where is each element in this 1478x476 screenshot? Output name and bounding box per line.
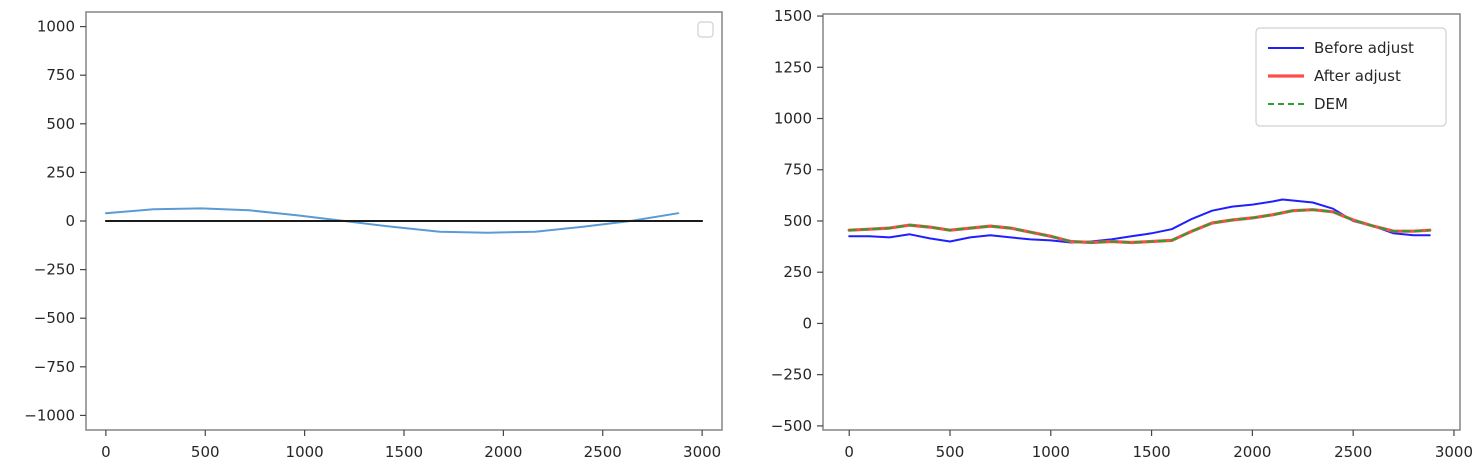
y-tick-label: −500	[771, 417, 812, 435]
legend-box	[1255, 27, 1447, 127]
legend-box	[697, 21, 714, 38]
x-tick-label: 1000	[286, 443, 324, 461]
y-tick-label: 1000	[774, 110, 812, 128]
x-tick-label: 1500	[1132, 443, 1170, 461]
y-tick-label: 500	[783, 212, 812, 230]
y-tick-label: 250	[783, 263, 812, 281]
x-tick-label: 500	[936, 443, 965, 461]
x-tick-label: 2000	[1233, 443, 1271, 461]
x-tick-label: 2000	[484, 443, 522, 461]
series-line-dem	[848, 208, 1431, 244]
x-tick-label: 3000	[683, 443, 721, 461]
legend-label: DEM	[1314, 95, 1348, 113]
y-tick-label: 1500	[774, 7, 812, 25]
legend-label: After adjust	[1314, 67, 1401, 85]
y-tick-label: 0	[65, 212, 75, 230]
y-tick-label: 750	[783, 161, 812, 179]
x-tick-label: 0	[101, 443, 111, 461]
x-tick-label: 1000	[1032, 443, 1070, 461]
x-tick-label: 2500	[1334, 443, 1372, 461]
series-line-before-adjust	[848, 198, 1431, 244]
y-tick-label: 250	[46, 163, 75, 181]
y-tick-label: 0	[802, 314, 812, 332]
legend-label: Before adjust	[1314, 39, 1414, 57]
x-tick-label: 1500	[385, 443, 423, 461]
y-tick-label: 750	[46, 66, 75, 84]
y-tick-label: −750	[34, 358, 75, 376]
y-tick-label: −250	[771, 366, 812, 384]
y-tick-label: −500	[34, 309, 75, 327]
y-tick-label: 1250	[774, 58, 812, 76]
y-tick-label: −250	[34, 261, 75, 279]
x-tick-label: 0	[844, 443, 854, 461]
y-tick-label: 1000	[37, 18, 75, 36]
y-tick-label: 500	[46, 115, 75, 133]
x-tick-label: 3000	[1435, 443, 1473, 461]
x-tick-label: 2500	[584, 443, 622, 461]
series-line-0	[104, 207, 680, 234]
x-tick-label: 500	[191, 443, 220, 461]
y-tick-label: −1000	[24, 406, 75, 424]
